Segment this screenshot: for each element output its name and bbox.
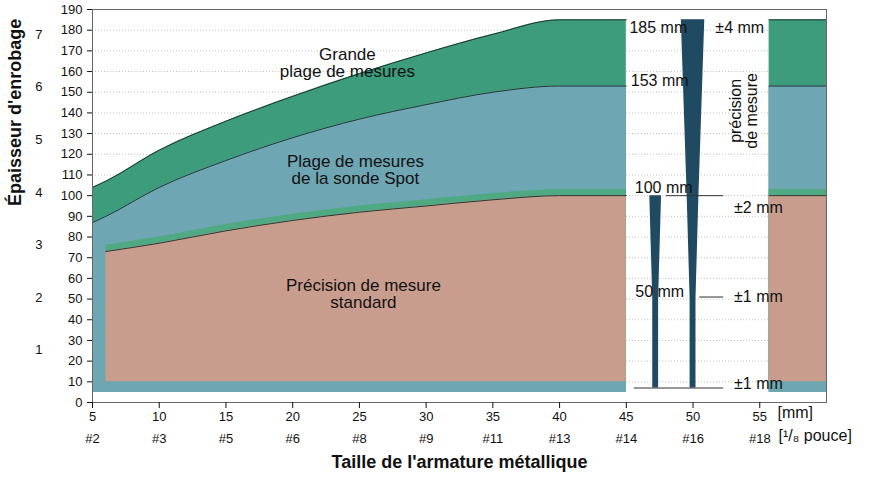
svg-text:160: 160 [61, 64, 83, 79]
svg-text:[¹/₈ pouce]: [¹/₈ pouce] [779, 427, 852, 444]
svg-text:30: 30 [419, 409, 433, 424]
svg-text:#2: #2 [85, 431, 99, 446]
svg-text:#11: #11 [482, 431, 503, 446]
svg-text:1: 1 [35, 342, 42, 357]
svg-text:5: 5 [35, 132, 42, 147]
svg-text:100 mm: 100 mm [635, 179, 693, 196]
svg-text:55: 55 [753, 409, 767, 424]
svg-text:10: 10 [68, 374, 82, 389]
svg-text:2: 2 [35, 290, 42, 305]
svg-text:50: 50 [686, 409, 700, 424]
svg-text:190: 190 [61, 2, 83, 17]
svg-text:Plage de mesuresde la sonde Sp: Plage de mesuresde la sonde Spot [287, 152, 424, 188]
svg-text:3: 3 [35, 237, 42, 252]
svg-text:#18: #18 [749, 431, 771, 446]
svg-text:7: 7 [35, 27, 42, 42]
svg-text:#13: #13 [549, 431, 571, 446]
svg-text:180: 180 [61, 22, 83, 37]
svg-text:153 mm: 153 mm [631, 72, 689, 89]
svg-text:#9: #9 [419, 431, 433, 446]
svg-text:30: 30 [68, 333, 82, 348]
svg-text:4: 4 [35, 184, 42, 199]
svg-text:70: 70 [68, 250, 82, 265]
svg-text:60: 60 [68, 271, 82, 286]
svg-text:Précision de mesurestandard: Précision de mesurestandard [286, 276, 441, 312]
svg-text:120: 120 [61, 146, 83, 161]
svg-text:Taille de l'armature métalliqu: Taille de l'armature métallique [331, 452, 587, 472]
svg-text:10: 10 [152, 409, 166, 424]
svg-text:185 mm: 185 mm [629, 19, 687, 36]
svg-text:150: 150 [61, 84, 83, 99]
svg-text:140: 140 [61, 105, 83, 120]
svg-text:50 mm: 50 mm [635, 283, 684, 300]
svg-text:35: 35 [486, 409, 500, 424]
svg-text:#6: #6 [285, 431, 299, 446]
svg-text:20: 20 [68, 353, 82, 368]
svg-text:#5: #5 [219, 431, 233, 446]
svg-text:0: 0 [75, 395, 82, 410]
svg-text:±1 mm: ±1 mm [734, 288, 783, 305]
svg-text:40: 40 [68, 312, 82, 327]
svg-text:20: 20 [285, 409, 299, 424]
svg-text:±4 mm: ±4 mm [715, 19, 764, 36]
svg-text:40: 40 [552, 409, 566, 424]
svg-text:6: 6 [35, 79, 42, 94]
svg-text:50: 50 [68, 291, 82, 306]
svg-text:130: 130 [61, 126, 83, 141]
svg-text:[mm]: [mm] [778, 404, 814, 421]
svg-text:170: 170 [61, 43, 83, 58]
svg-text:25: 25 [352, 409, 366, 424]
svg-text:Grandeplage de mesures: Grandeplage de mesures [280, 45, 415, 81]
svg-text:80: 80 [68, 229, 82, 244]
svg-text:±1 mm: ±1 mm [734, 375, 783, 392]
svg-text:#16: #16 [682, 431, 704, 446]
svg-text:#14: #14 [615, 431, 637, 446]
svg-text:45: 45 [619, 409, 633, 424]
svg-text:100: 100 [61, 188, 83, 203]
svg-text:#8: #8 [352, 431, 366, 446]
svg-text:5: 5 [89, 409, 96, 424]
svg-text:#3: #3 [152, 431, 166, 446]
svg-text:Épaisseur d'enrobage: Épaisseur d'enrobage [4, 19, 25, 206]
svg-text:15: 15 [219, 409, 233, 424]
svg-text:±2 mm: ±2 mm [734, 199, 783, 216]
svg-text:110: 110 [62, 167, 83, 182]
svg-text:précisionde mesure: précisionde mesure [727, 73, 760, 149]
svg-text:90: 90 [68, 209, 82, 224]
